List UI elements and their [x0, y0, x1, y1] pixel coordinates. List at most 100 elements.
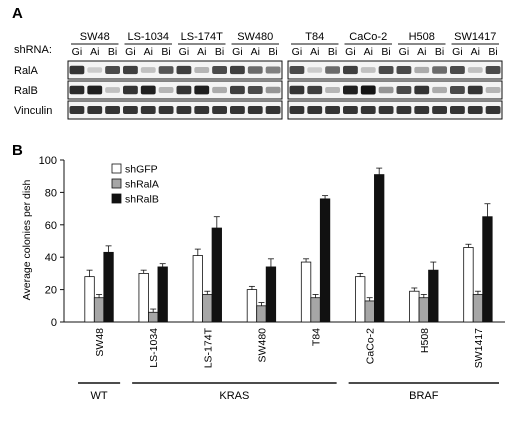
blot-band	[265, 86, 281, 94]
bar-shRalA	[310, 297, 321, 323]
blot-cell-line-label: SW48	[80, 31, 110, 43]
bar-shRalB	[319, 198, 331, 323]
blot-band	[325, 87, 340, 93]
blot-band	[230, 106, 245, 114]
blot-band	[396, 66, 412, 74]
blot-band	[194, 106, 210, 114]
blot-rows: RalA RalB Vinculin	[14, 60, 503, 120]
blot-lane-label: Ai	[90, 46, 99, 58]
blot-band	[105, 106, 120, 114]
blot-lane-label: Bi	[488, 46, 497, 58]
blot-band	[289, 66, 305, 74]
blot-cell-line-label: LS-1034	[127, 31, 169, 43]
blot-lane-label: Ai	[251, 46, 260, 58]
blot-cell-line-label: H508	[409, 31, 435, 43]
blot-band	[432, 106, 447, 114]
blot-row-label: RalB	[14, 85, 38, 97]
blot-band	[140, 85, 156, 95]
blot-band	[485, 106, 501, 114]
blot-lane-label: Gi	[179, 46, 190, 58]
bar-shRalB	[482, 216, 493, 323]
blot-band	[414, 85, 430, 95]
blot-lane-label: Ai	[197, 46, 206, 58]
blot-lane-label: Ai	[417, 46, 426, 58]
blot-cell-line-label: SW1417	[454, 31, 496, 43]
blot-lane-label: Bi	[328, 46, 337, 58]
x-tick-label: SW48	[94, 328, 106, 357]
blot-band	[194, 85, 210, 95]
blot-band	[360, 85, 376, 95]
blot-band	[325, 66, 340, 74]
blot-band	[247, 66, 263, 74]
blot-band	[378, 66, 394, 74]
blot-band	[450, 86, 465, 94]
blot-band	[158, 87, 174, 93]
blot-cell-line-label: CaCo-2	[349, 31, 387, 43]
bar-shRalB	[265, 266, 277, 323]
bar-shGFP	[138, 272, 149, 323]
blot-band	[230, 85, 245, 95]
shrna-label: shRNA:	[14, 44, 52, 56]
blot-band	[123, 106, 138, 114]
blot-row-label: Vinculin	[14, 105, 52, 117]
blot-band	[307, 106, 323, 114]
x-tick-label: H508	[419, 328, 431, 353]
genotype-group-label: KRAS	[219, 390, 249, 402]
blot-box	[287, 60, 503, 80]
blot-band	[105, 66, 120, 74]
panel-a: A shRNA: SW48 Gi Ai Bi LS-1034 Gi Ai Bi LS-174T G…	[12, 5, 503, 120]
blot-band	[450, 106, 465, 114]
blot-band	[87, 85, 103, 95]
bar-shRalA	[148, 311, 159, 323]
blot-band	[485, 87, 501, 93]
blot-lane-label: Ai	[310, 46, 319, 58]
bar-shRalA	[93, 297, 105, 323]
blot-band	[140, 106, 156, 114]
blot-band	[87, 106, 103, 114]
bar-shGFP	[84, 276, 95, 323]
blot-band	[414, 66, 430, 74]
blot-band	[289, 85, 305, 95]
blot-band	[105, 87, 120, 93]
blot-band	[396, 106, 412, 114]
blot-band	[265, 66, 281, 74]
blot-band	[176, 85, 192, 95]
blot-band	[158, 66, 174, 74]
blot-band	[360, 106, 376, 114]
blot-band	[123, 65, 138, 75]
blot-band	[307, 67, 323, 73]
legend: shGFP shRalA shRalB	[111, 164, 159, 206]
x-tick-label: T84	[311, 328, 323, 346]
blot-lane-label: Bi	[108, 46, 117, 58]
blot-band	[343, 65, 358, 75]
bar-shRalB	[374, 174, 385, 323]
x-tick-label: SW1417	[473, 328, 485, 368]
blot-lane-label: Gi	[292, 46, 303, 58]
blot-band	[414, 106, 430, 114]
blot-lane-label: Ai	[471, 46, 480, 58]
panel-a-label: A	[12, 5, 23, 22]
legend-label: shGFP	[125, 164, 158, 176]
genotype-group-label: WT	[91, 390, 108, 402]
blot-cell-line-label: SW480	[237, 31, 273, 43]
blot-band	[87, 67, 103, 73]
y-tick-label: 0	[51, 317, 57, 329]
blot-headers: SW48 Gi Ai Bi LS-1034 Gi Ai Bi LS-174T Gi Ai Bi SW48…	[71, 31, 499, 58]
blot-band	[247, 106, 263, 114]
blot-band	[467, 67, 483, 73]
blot-band	[450, 66, 465, 74]
blot-band	[194, 67, 210, 73]
y-tick-label: 40	[45, 252, 57, 264]
blot-box	[287, 100, 503, 120]
blot-band	[230, 65, 245, 75]
x-tick-label: CaCo-2	[365, 328, 377, 364]
blot-band	[307, 85, 323, 95]
blot-band	[343, 85, 358, 95]
blot-row-label: RalA	[14, 65, 39, 77]
x-tick-label: LS-1034	[148, 328, 160, 368]
blot-band	[467, 106, 483, 114]
blot-box	[67, 60, 283, 80]
blot-band	[158, 106, 174, 114]
